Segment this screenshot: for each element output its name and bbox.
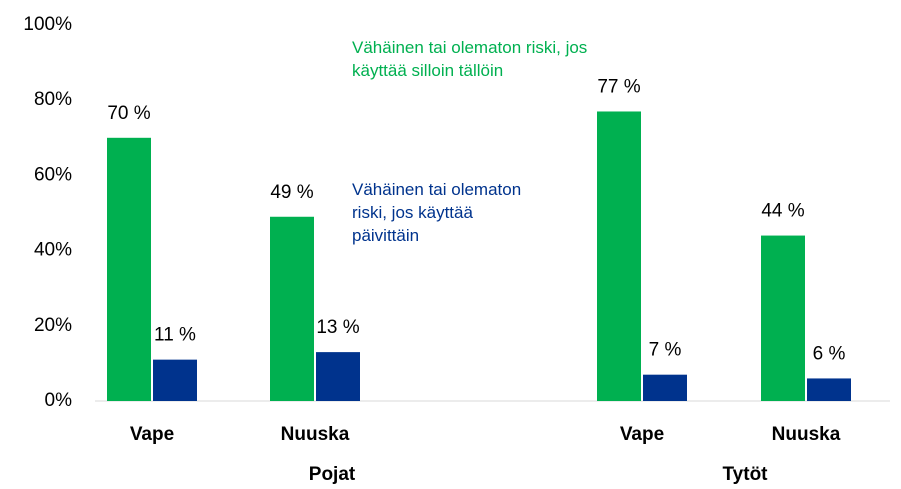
x-tick-label: Nuuska (281, 424, 350, 445)
value-label: 77 % (597, 76, 640, 97)
bar (597, 111, 641, 401)
bar (153, 359, 197, 401)
value-label: 6 % (813, 343, 846, 364)
value-label: 70 % (107, 103, 150, 124)
bar (107, 137, 151, 402)
value-label: 11 % (154, 325, 196, 346)
group-label: Tytöt (722, 464, 768, 485)
y-tick-label: 100% (23, 14, 72, 35)
bar (316, 352, 360, 401)
value-label: 49 % (270, 182, 313, 203)
y-tick-label: 0% (45, 390, 73, 411)
bar (270, 216, 314, 401)
group-label: Pojat (309, 464, 356, 485)
value-label: 7 % (649, 340, 682, 361)
x-tick-label: Vape (620, 424, 664, 445)
y-tick-label: 20% (34, 315, 72, 336)
y-tick-label: 60% (34, 164, 72, 185)
bar (643, 374, 687, 401)
legend-entry: Vähäinen tai olematon riski, jos käyttää… (352, 38, 588, 80)
bar (807, 378, 851, 401)
bar (761, 235, 805, 401)
value-label: 13 % (316, 317, 359, 338)
x-tick-label: Vape (130, 424, 174, 445)
value-label: 44 % (761, 201, 804, 222)
legend-entry: Vähäinen tai olematon riski, jos käyttää… (352, 180, 522, 245)
y-tick-label: 80% (34, 89, 72, 110)
x-tick-label: Nuuska (772, 424, 841, 445)
y-tick-label: 40% (34, 240, 72, 261)
